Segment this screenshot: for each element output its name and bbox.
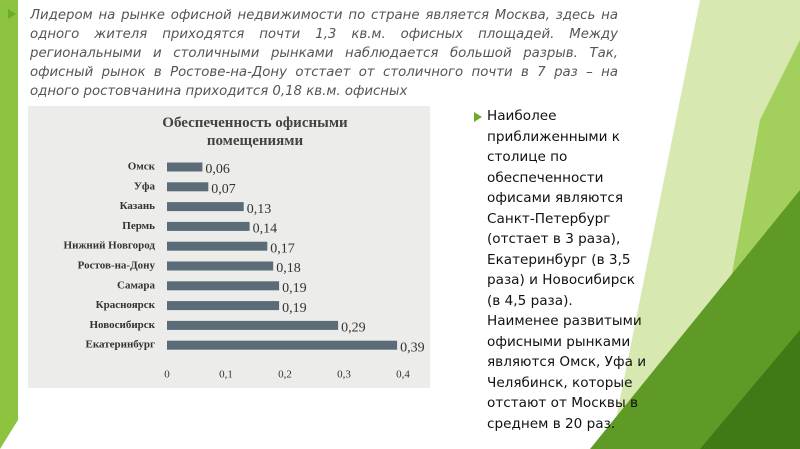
bar	[167, 241, 268, 251]
value-label: 0,14	[253, 222, 278, 237]
value-label: 0,19	[282, 281, 307, 296]
y-tick-label: Ростов-на-Дону	[78, 260, 156, 272]
bar	[167, 182, 209, 192]
bullet	[8, 9, 16, 19]
y-tick-label: Красноярск	[96, 299, 156, 311]
bar	[167, 320, 339, 330]
x-tick-label: 0,3	[337, 369, 351, 381]
value-label: 0,18	[276, 261, 301, 276]
chart: 0 0,1 0,2 0,3 0,4 Омск 0,06 Уфа 0,07 Казань 0,13 Пе…	[64, 161, 425, 381]
value-label: 0,39	[400, 340, 425, 355]
x-tick-label: 0,2	[278, 369, 292, 381]
bar	[167, 162, 203, 172]
intro-text: Лидером на рынке офисной недвижимости по…	[30, 8, 618, 99]
right-decoration	[590, 190, 800, 449]
bullet	[474, 112, 482, 122]
y-tick-label: Новосибирск	[89, 319, 155, 331]
bar	[167, 281, 280, 291]
bar	[167, 202, 244, 212]
right-decoration	[700, 330, 800, 449]
x-tick-label: 0	[164, 369, 170, 381]
bar	[167, 221, 250, 231]
bar	[167, 340, 398, 350]
y-tick-label: Омск	[128, 161, 156, 173]
value-label: 0,19	[282, 301, 307, 316]
bar	[167, 301, 280, 311]
chart-title: Обеспеченность офисными помещениями	[162, 115, 348, 149]
y-tick-label: Екатеринбург	[86, 339, 156, 351]
y-tick-label: Нижний Новгород	[64, 240, 156, 252]
bar	[167, 261, 274, 271]
y-tick-label: Уфа	[134, 180, 156, 192]
side-text: Наиболее приближенными к столице по обес…	[487, 108, 647, 432]
value-label: 0,13	[247, 202, 272, 217]
y-tick-label: Пермь	[122, 220, 155, 232]
value-label: 0,29	[341, 321, 366, 336]
value-label: 0,17	[270, 241, 295, 256]
value-label: 0,06	[205, 162, 230, 177]
y-tick-label: Казань	[120, 200, 156, 212]
value-label: 0,07	[211, 182, 236, 197]
x-tick-label: 0,1	[219, 369, 233, 381]
x-tick-label: 0,4	[396, 369, 410, 381]
left-decoration	[0, 0, 18, 449]
y-tick-label: Самара	[117, 279, 155, 291]
